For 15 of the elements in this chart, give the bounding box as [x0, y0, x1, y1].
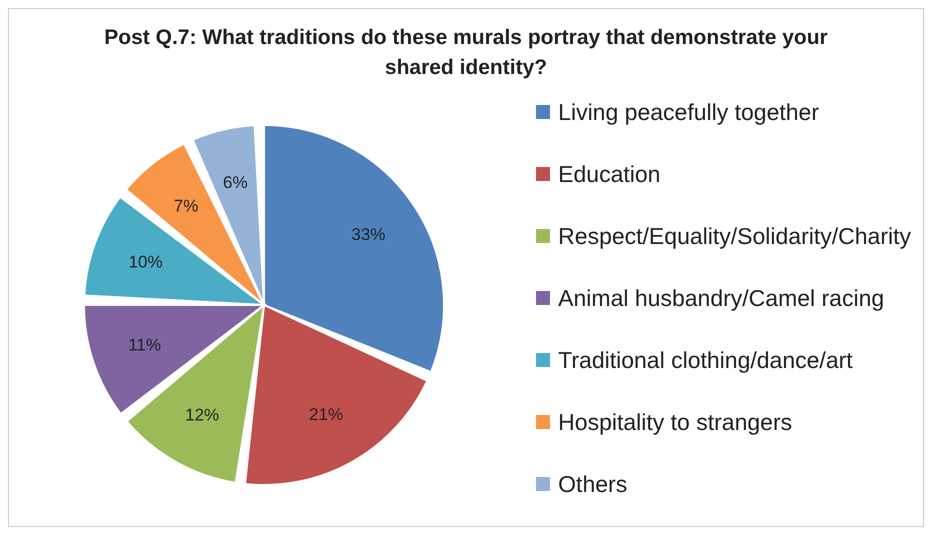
data-label: 12%: [185, 405, 220, 424]
data-label: 10%: [128, 252, 163, 272]
legend-label: Animal husbandry/Camel racing: [558, 284, 884, 312]
data-label: 7%: [174, 196, 198, 216]
data-label: 6%: [223, 172, 248, 192]
legend-label: Hospitality to strangers: [558, 408, 792, 436]
data-label: 33%: [351, 224, 386, 244]
legend-label: Respect/Equality/Solidarity/Charity: [558, 222, 911, 250]
data-label: 11%: [128, 336, 161, 355]
data-label: 21%: [309, 405, 344, 424]
legend-label: Education: [558, 160, 660, 188]
legend-label: Traditional clothing/dance/art: [558, 346, 853, 374]
legend-label: Living peacefully together: [558, 98, 820, 126]
legend-label: Others: [558, 470, 628, 498]
chart-title: Post Q.7: What traditions do these murals portray that demonstrate your shared identity?: [103, 25, 829, 81]
